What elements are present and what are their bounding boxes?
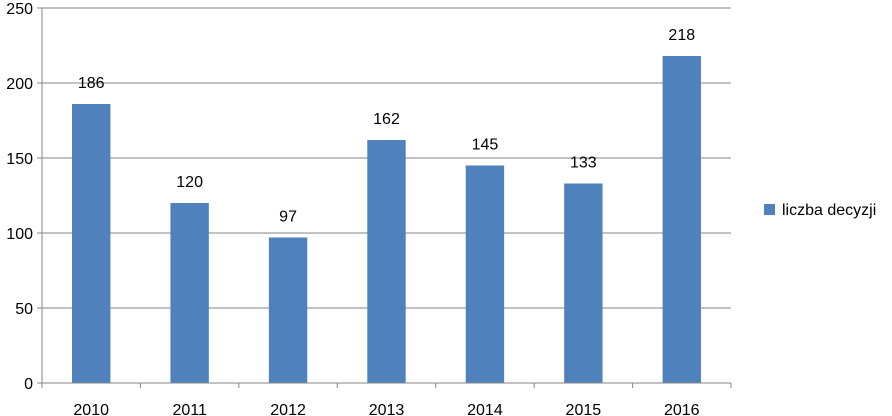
bar-2010 bbox=[72, 104, 111, 383]
data-label: 97 bbox=[279, 209, 297, 226]
x-tick-label: 2011 bbox=[172, 402, 207, 416]
bar-2015 bbox=[564, 183, 603, 383]
legend-swatch bbox=[764, 204, 775, 215]
axes bbox=[41, 8, 731, 384]
x-tick-label: 2013 bbox=[369, 402, 405, 416]
bar-2014 bbox=[465, 165, 505, 383]
y-tick-label: 50 bbox=[15, 301, 33, 318]
y-tick-label: 100 bbox=[6, 226, 33, 243]
legend-label: liczba decyzji bbox=[782, 202, 876, 219]
y-tick-label: 250 bbox=[6, 1, 33, 18]
data-label: 162 bbox=[373, 111, 400, 128]
x-tick-label: 2012 bbox=[270, 402, 306, 416]
x-tick-label: 2014 bbox=[467, 402, 503, 416]
x-axis-ticks: 2010 2011 2012 2013 2014 2015 2016 bbox=[41, 383, 732, 416]
y-tick-label: 150 bbox=[6, 151, 33, 168]
bar-2011 bbox=[170, 203, 209, 383]
x-tick-label: 2015 bbox=[566, 402, 602, 416]
data-label: 218 bbox=[668, 27, 695, 44]
bar-2016 bbox=[662, 56, 701, 383]
bars bbox=[72, 56, 701, 383]
data-label: 120 bbox=[176, 174, 203, 191]
y-tick-label: 200 bbox=[6, 76, 33, 93]
y-tick-label: 0 bbox=[24, 376, 33, 393]
data-label: 133 bbox=[570, 155, 597, 172]
x-tick-label: 2010 bbox=[73, 402, 109, 416]
x-tick-label: 2016 bbox=[664, 402, 700, 416]
bar-2013 bbox=[367, 140, 406, 383]
data-label: 186 bbox=[78, 75, 105, 92]
data-label: 145 bbox=[472, 137, 499, 154]
legend: liczba decyzji bbox=[764, 202, 876, 219]
bar-2012 bbox=[268, 237, 308, 383]
y-axis-ticks: 0 50 100 150 200 250 bbox=[6, 1, 42, 393]
data-labels: 186 120 97 162 145 133 218 bbox=[78, 27, 695, 226]
